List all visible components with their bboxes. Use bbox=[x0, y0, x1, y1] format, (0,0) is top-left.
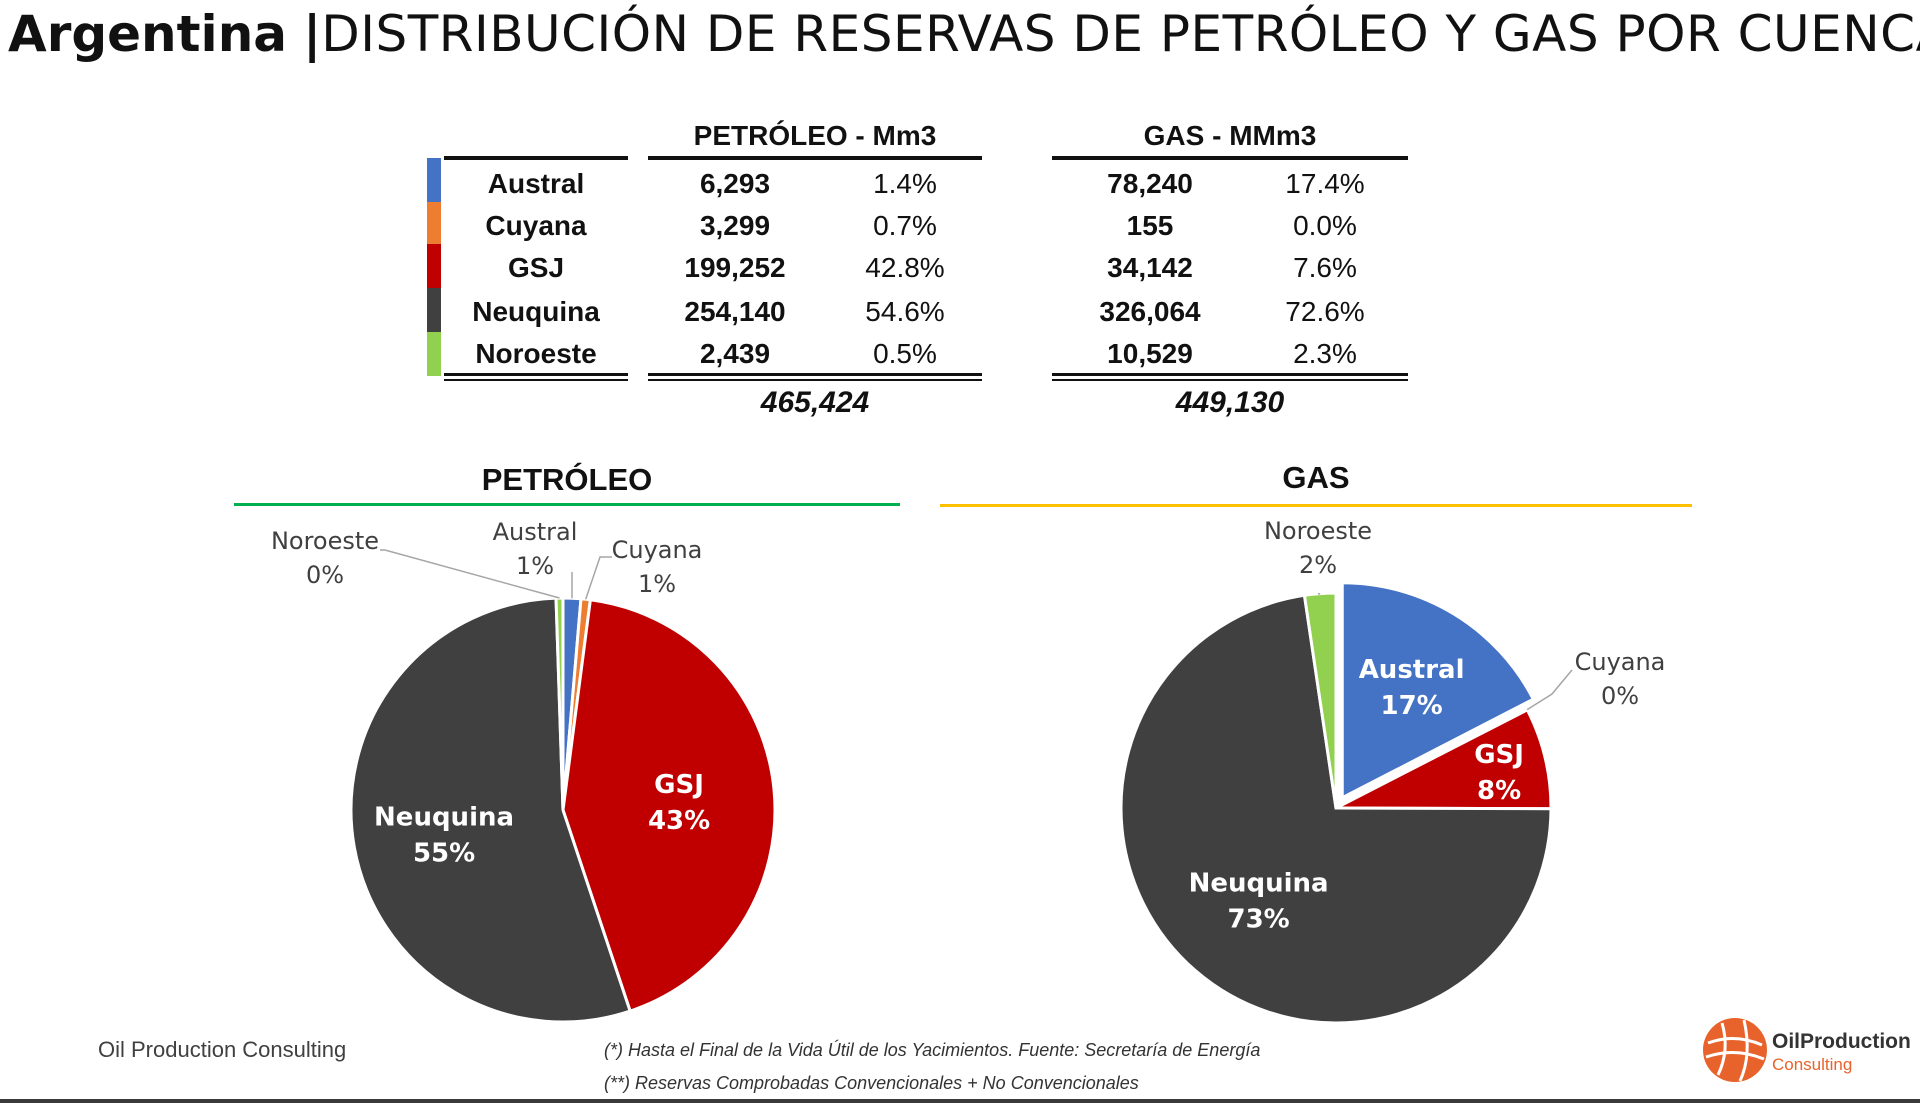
pie-slice-neuquina bbox=[349, 596, 633, 1024]
data-label-cuyana-value: 1% bbox=[638, 570, 676, 598]
gas-column-header: GAS - MMm3 bbox=[1143, 120, 1317, 151]
data-label-gsj-value: 8% bbox=[1477, 776, 1521, 806]
leader-line-cuyana bbox=[584, 556, 612, 600]
basin-top-rule bbox=[444, 156, 628, 160]
table-row-oil: 2,439 bbox=[699, 338, 771, 369]
pie-slice-gsj bbox=[561, 598, 777, 1013]
data-label-neuquina-value: 55% bbox=[413, 838, 475, 868]
oil-bottom-rule bbox=[648, 373, 982, 381]
data-label-noroeste-value: 0% bbox=[306, 561, 344, 589]
table-row-gas: 10,529 bbox=[1107, 338, 1193, 369]
data-label-neuquina-value: 73% bbox=[1227, 904, 1289, 934]
logo-text-line1: OilProduction bbox=[1772, 1030, 1911, 1053]
leader-line-noroeste bbox=[380, 549, 560, 599]
footer-company: Oil Production Consulting bbox=[98, 1037, 347, 1062]
data-label-gsj: GSJ bbox=[654, 770, 704, 800]
pie-slice-gsj bbox=[1335, 707, 1553, 811]
table-row-gas: 34,142 bbox=[1107, 252, 1193, 283]
table-row-gas-pct: 17.4% bbox=[1285, 168, 1365, 199]
swatch-noroeste bbox=[427, 332, 441, 376]
leader-line-cuyana bbox=[1526, 669, 1573, 711]
data-label-noroeste: Noroeste bbox=[271, 527, 379, 555]
swatch-gsj bbox=[427, 244, 441, 288]
gas-top-rule bbox=[1052, 156, 1408, 160]
data-label-austral: Austral bbox=[1359, 655, 1465, 685]
bottom-border bbox=[0, 1099, 1920, 1103]
data-label-austral: Austral bbox=[493, 518, 578, 546]
data-label-austral-value: 17% bbox=[1380, 691, 1442, 721]
table-row-basin: Neuquina bbox=[472, 296, 600, 327]
gas-total: 449,130 bbox=[1175, 386, 1285, 419]
logo-text-line2: Consulting bbox=[1772, 1055, 1853, 1074]
swatch-austral bbox=[427, 158, 441, 202]
oilproduction-logo-icon bbox=[1703, 1018, 1767, 1082]
data-label-gsj: GSJ bbox=[1474, 740, 1524, 770]
table-row-basin: Austral bbox=[487, 168, 585, 199]
table-row-oil: 199,252 bbox=[684, 252, 786, 283]
data-label-austral-value: 1% bbox=[516, 552, 554, 580]
table-row-basin: GSJ bbox=[507, 252, 565, 283]
title-country: Argentina bbox=[8, 5, 288, 63]
table-row-oil-pct: 1.4% bbox=[873, 168, 937, 199]
table-row-gas: 155 bbox=[1126, 210, 1174, 241]
table-row-gas: 78,240 bbox=[1107, 168, 1193, 199]
title-separator: | bbox=[302, 5, 322, 63]
reserves-table: PETRÓLEO - Mm3 GAS - MMm3 Austral 6,293 … bbox=[0, 0, 1920, 430]
page-title: Argentina |DISTRIBUCIÓN DE RESERVAS DE P… bbox=[8, 4, 1920, 64]
pie-slice-noroeste bbox=[1302, 591, 1338, 809]
data-label-neuquina: Neuquina bbox=[1189, 868, 1329, 898]
swatch-neuquina bbox=[427, 288, 441, 332]
table-row-gas-pct: 2.3% bbox=[1293, 338, 1357, 369]
footnote-2: (**) Reservas Comprobadas Convencionales… bbox=[604, 1073, 1139, 1093]
oil-top-rule bbox=[648, 156, 982, 160]
basin-bottom-rule bbox=[444, 373, 628, 381]
data-label-cuyana: Cuyana bbox=[612, 536, 703, 564]
data-label-noroeste-value: 2% bbox=[1299, 551, 1337, 579]
gas-chart-title: GAS bbox=[1282, 460, 1350, 495]
table-row-gas-pct: 0.0% bbox=[1293, 210, 1357, 241]
table-row-basin: Noroeste bbox=[475, 338, 597, 369]
table-row-gas-pct: 72.6% bbox=[1285, 296, 1365, 327]
oil-chart-title: PETRÓLEO bbox=[481, 462, 653, 497]
oil-total: 465,424 bbox=[760, 386, 870, 419]
gas-chart-underline bbox=[940, 504, 1692, 507]
data-label-neuquina: Neuquina bbox=[374, 802, 514, 832]
oil-chart-underline bbox=[234, 503, 900, 506]
pie-slice-noroeste bbox=[554, 596, 565, 811]
swatch-cuyana bbox=[427, 202, 441, 244]
table-row-oil-pct: 0.7% bbox=[873, 210, 937, 241]
table-row-oil: 6,293 bbox=[699, 168, 771, 199]
gas-bottom-rule bbox=[1052, 373, 1408, 381]
table-row-oil-pct: 0.5% bbox=[873, 338, 937, 369]
data-label-cuyana-value: 0% bbox=[1601, 682, 1639, 710]
table-row-oil-pct: 42.8% bbox=[865, 252, 945, 283]
data-label-cuyana: Cuyana bbox=[1575, 648, 1666, 676]
pie-slice-neuquina bbox=[1119, 593, 1553, 1025]
table-row-oil-pct: 54.6% bbox=[865, 296, 945, 327]
data-label-gsj-value: 43% bbox=[648, 806, 710, 836]
footnote-1: (*) Hasta el Final de la Vida Útil de lo… bbox=[604, 1040, 1261, 1060]
title-subtitle: DISTRIBUCIÓN DE RESERVAS DE PETRÓLEO Y G… bbox=[321, 5, 1920, 63]
oil-column-header: PETRÓLEO - Mm3 bbox=[693, 120, 937, 151]
table-row-oil: 3,299 bbox=[699, 210, 771, 241]
table-row-oil: 254,140 bbox=[684, 296, 786, 327]
pie-slice-austral bbox=[1340, 581, 1536, 801]
data-label-noroeste: Noroeste bbox=[1264, 517, 1372, 545]
table-row-gas-pct: 7.6% bbox=[1293, 252, 1357, 283]
table-row-gas: 326,064 bbox=[1099, 296, 1201, 327]
table-row-basin: Cuyana bbox=[485, 210, 587, 241]
